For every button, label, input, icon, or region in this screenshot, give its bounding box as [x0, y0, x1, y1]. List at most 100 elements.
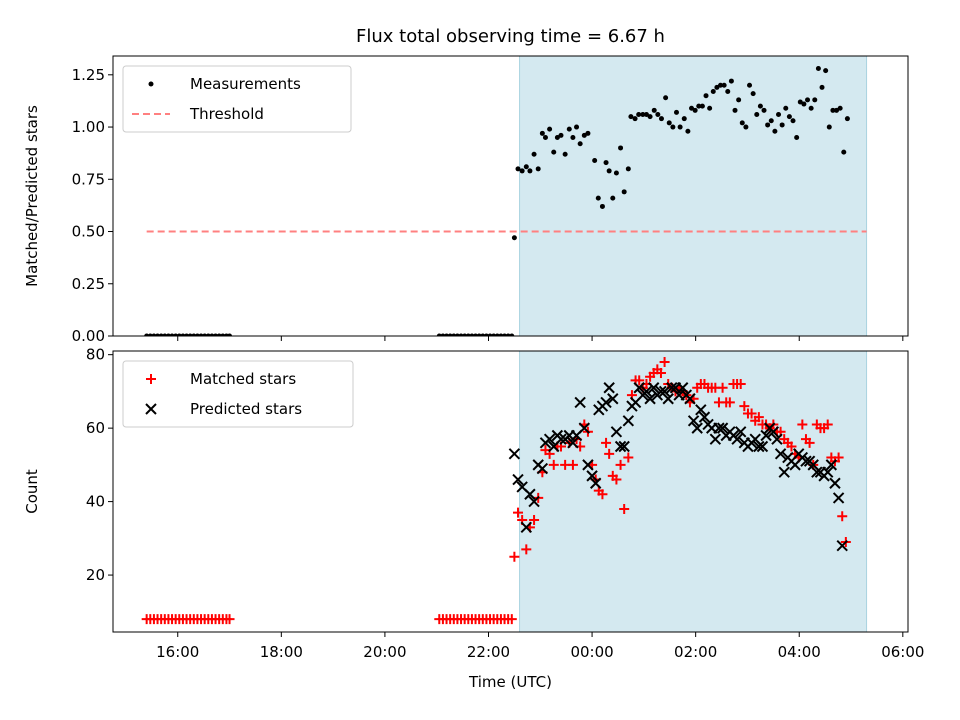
- predicted-star-point: [760, 429, 772, 442]
- measurement-point: [692, 107, 698, 113]
- matched-star-point: [724, 397, 735, 408]
- measurement-point: [801, 101, 807, 107]
- measurement-point: [805, 97, 811, 103]
- measurement-point: [689, 105, 695, 111]
- predicted-star-point: [640, 385, 653, 398]
- measurement-point: [826, 124, 832, 130]
- predicted-star-point: [618, 440, 630, 453]
- matched-star-point: [634, 375, 645, 386]
- predicted-star-point: [691, 422, 703, 434]
- measurement-point: [718, 82, 724, 88]
- x-tick-label: 04:00: [778, 643, 821, 661]
- legend-label: Matched stars: [190, 370, 296, 388]
- measurement-point: [511, 235, 517, 241]
- measurement-point: [227, 333, 233, 336]
- predicted-star-point: [622, 415, 635, 427]
- predicted-star-point: [767, 426, 780, 438]
- measurement-point: [551, 149, 557, 155]
- predicted-star-point: [709, 433, 722, 445]
- predicted-star-point: [695, 404, 707, 416]
- measurement-point: [699, 103, 705, 109]
- predicted-star-point: [603, 382, 615, 394]
- legend-marker-matched: [146, 374, 156, 384]
- matched-star-point: [797, 419, 808, 430]
- legend-label: Measurements: [190, 75, 301, 93]
- measurement-point: [812, 97, 818, 103]
- measurement-point: [595, 195, 601, 201]
- flux-ratio-panel: 0.00 0.25 0.50 0.75 1.00 1.25 Matched/Predicte…: [23, 26, 909, 345]
- predicted-star-point: [574, 396, 586, 409]
- measurement-point: [574, 124, 580, 130]
- predicted-star-point: [633, 382, 645, 394]
- measurement-point: [539, 130, 545, 136]
- predicted-star-point: [555, 433, 567, 445]
- y-tick-label: 0.25: [72, 275, 105, 293]
- series-predicted-stars: [508, 382, 848, 552]
- plot-area: [144, 56, 868, 336]
- predicted-star-point: [811, 466, 823, 478]
- y-tick-label: 60: [86, 419, 105, 437]
- measurement-point: [797, 99, 803, 105]
- matched-star-point: [619, 503, 630, 514]
- chart-title: Flux total observing time = 6.67 h: [356, 26, 665, 47]
- predicted-star-point: [528, 495, 540, 508]
- matched-star-point: [822, 419, 833, 430]
- measurement-point: [710, 89, 716, 95]
- predicted-star-point: [684, 393, 696, 405]
- measurement-point: [647, 114, 653, 120]
- measurement-point: [703, 93, 709, 99]
- measurement-point: [707, 105, 713, 111]
- matched-star-point: [717, 382, 728, 393]
- legend-marker-measurements: [148, 81, 154, 87]
- legend: Matched stars Predicted stars: [122, 360, 354, 428]
- measurement-point: [772, 128, 778, 134]
- predicted-star-point: [832, 492, 845, 504]
- predicted-star-point: [536, 462, 549, 475]
- measurement-point: [666, 120, 672, 126]
- measurement-point: [606, 168, 612, 174]
- measurement-point: [823, 68, 829, 74]
- predicted-star-point: [512, 473, 524, 486]
- measurement-point: [527, 168, 533, 174]
- measurement-point: [834, 107, 840, 113]
- predicted-star-point: [520, 521, 533, 534]
- matched-star-point: [753, 412, 764, 423]
- predicted-star-point: [543, 433, 556, 445]
- predicted-star-point: [644, 393, 656, 405]
- measurement-point: [728, 78, 734, 84]
- matched-star-point: [623, 452, 634, 463]
- predicted-star-point: [778, 466, 790, 478]
- predicted-star-point: [578, 422, 591, 434]
- measurement-point: [841, 149, 847, 155]
- predicted-star-point: [662, 393, 674, 405]
- measurement-point: [677, 124, 683, 130]
- matched-star-point: [601, 437, 612, 448]
- measurement-point: [714, 84, 720, 90]
- measurement-point: [570, 134, 576, 140]
- measurement-point: [625, 166, 631, 172]
- measurement-point: [681, 116, 687, 122]
- measurement-point: [618, 145, 624, 151]
- measurement-point: [562, 151, 568, 157]
- matched-star-point: [746, 408, 757, 419]
- matched-star-point: [513, 507, 524, 518]
- measurement-point: [747, 82, 753, 88]
- predicted-star-point: [589, 477, 602, 489]
- measurement-point: [663, 95, 669, 101]
- measurement-point: [765, 122, 771, 128]
- x-tick-label: 06:00: [881, 643, 924, 661]
- measurement-point: [523, 164, 529, 170]
- measurement-point: [632, 116, 638, 122]
- y-tick-label: 40: [86, 493, 105, 511]
- measurement-point: [542, 134, 548, 140]
- predicted-star-point: [731, 433, 743, 445]
- x-axis-label: Time (UTC): [468, 673, 552, 691]
- measurement-point: [794, 134, 800, 140]
- predicted-star-point: [658, 385, 671, 398]
- measurement-point: [670, 124, 676, 130]
- measurement-point: [786, 114, 792, 120]
- predicted-star-point: [771, 433, 783, 445]
- measurement-point: [673, 109, 679, 115]
- y-tick-label: 20: [86, 566, 105, 584]
- predicted-star-point: [524, 488, 536, 500]
